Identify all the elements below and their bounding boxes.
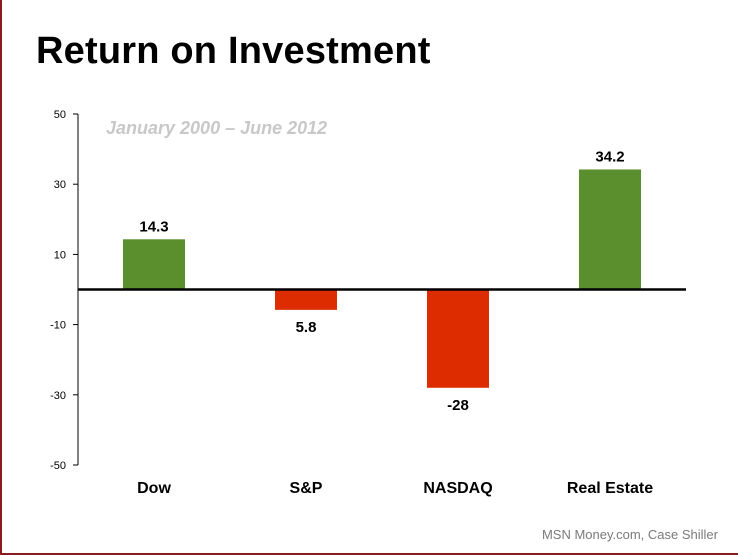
y-tick-label: 10 [54, 249, 66, 261]
y-tick-label: -50 [50, 460, 66, 472]
chart-subtitle: January 2000 – June 2012 [106, 118, 328, 138]
bar [275, 289, 337, 310]
category-label: S&P [290, 480, 323, 497]
y-tick-label: 30 [54, 179, 66, 191]
data-label: 34.2 [595, 148, 624, 165]
category-label: Real Estate [567, 480, 653, 497]
category-label: Dow [137, 480, 171, 497]
chart-title: Return on Investment [36, 30, 431, 72]
data-label: 5.8 [296, 319, 317, 336]
category-label: NASDAQ [423, 480, 492, 497]
y-tick-label: 50 [54, 109, 66, 121]
bar [579, 169, 641, 290]
bar [427, 289, 489, 388]
bar [123, 239, 185, 290]
source-note: MSN Money.com, Case Shiller [541, 527, 718, 542]
data-label: -28 [447, 397, 469, 414]
y-tick-label: -10 [50, 320, 66, 332]
y-tick-label: -30 [50, 390, 66, 402]
data-label: 14.3 [139, 218, 168, 235]
